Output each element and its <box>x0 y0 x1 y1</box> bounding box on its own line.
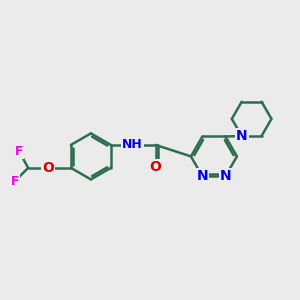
Text: F: F <box>11 175 19 188</box>
Text: N: N <box>236 129 248 143</box>
Text: O: O <box>42 161 54 175</box>
Text: O: O <box>150 160 161 174</box>
Text: F: F <box>15 145 23 158</box>
Text: N: N <box>220 169 231 183</box>
Text: N: N <box>196 169 208 183</box>
Text: NH: NH <box>122 138 143 152</box>
